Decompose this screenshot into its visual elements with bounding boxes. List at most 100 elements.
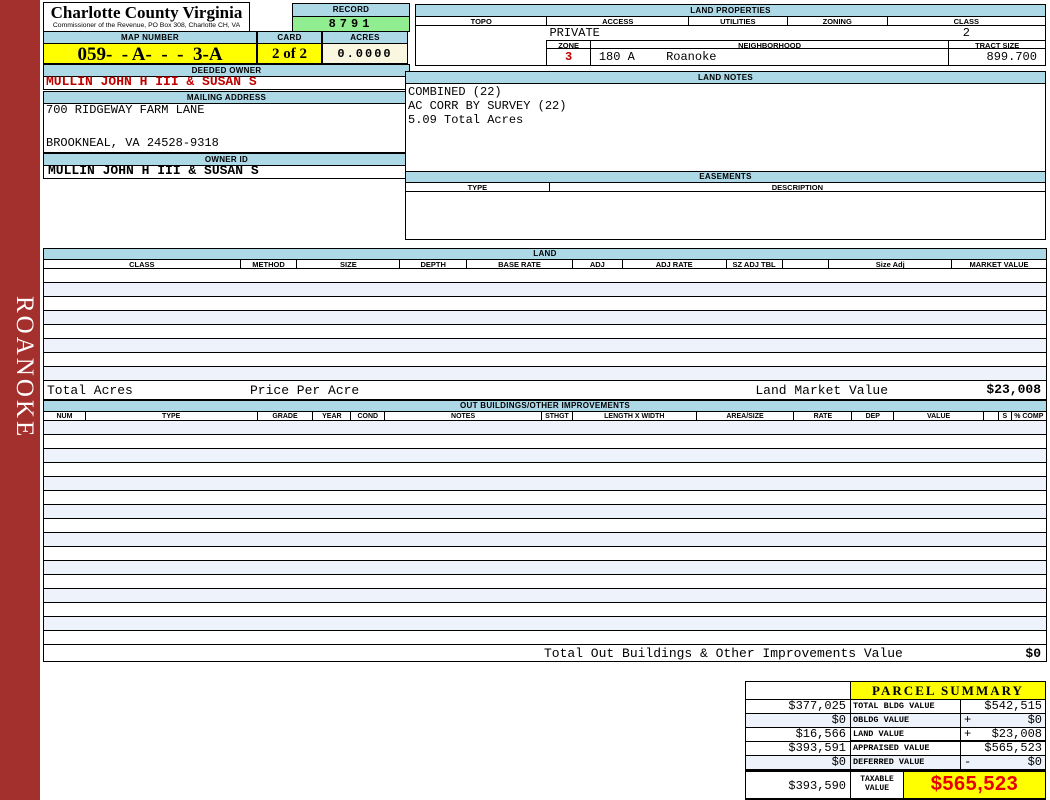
map-number-label: MAP NUMBER (43, 31, 257, 44)
ob-col-s: S (998, 412, 1012, 421)
land-table-title: LAND (44, 249, 1046, 260)
land-properties-spacer (416, 40, 548, 49)
land-properties-section: LAND PROPERTIES TOPO ACCESS UTILITIES ZO… (415, 4, 1046, 66)
ob-col-area-size: AREA/SIZE (696, 412, 795, 421)
out-buildings-row (44, 575, 1046, 589)
land-notes-section: LAND NOTES COMBINED (22) AC CORR BY SURV… (405, 71, 1046, 172)
out-buildings-row (44, 589, 1046, 603)
record-value-field[interactable]: 8791 (293, 17, 409, 31)
summary-label: APPRAISED VALUE (851, 742, 961, 756)
col-utilities: UTILITIES (688, 17, 788, 26)
out-buildings-row (44, 561, 1046, 575)
land-note-line: 5.09 Total Acres (408, 113, 524, 127)
summary-prior-value: $377,025 (746, 700, 851, 714)
land-col-blank (782, 260, 830, 269)
out-buildings-row (44, 547, 1046, 561)
summary-prior-value: $0 (746, 756, 851, 770)
ob-col-value: VALUE (894, 412, 984, 421)
land-col-sz-adj-tbl: SZ ADJ TBL (726, 260, 783, 269)
ob-col-cond: COND (351, 412, 386, 421)
summary-operator: + (964, 713, 972, 727)
county-title-box: Charlotte County Virginia Commissioner o… (43, 2, 250, 32)
card-field[interactable]: 2 of 2 (257, 44, 322, 64)
ob-col-num: NUM (44, 412, 86, 421)
land-col-class: CLASS (44, 260, 241, 269)
land-table: LAND CLASS METHOD SIZE DEPTH BASE RATE ADJ ADJ… (43, 248, 1047, 400)
ob-col-blank (983, 412, 999, 421)
land-market-value-label: Land Market Value (755, 383, 888, 398)
ob-col-length-x-width: LENGTH X WIDTH (572, 412, 697, 421)
record-label: RECORD (293, 4, 409, 17)
land-table-row (44, 297, 1046, 311)
neighborhood-value: 180 A Roanoke (591, 49, 950, 65)
county-title: Charlotte County Virginia (50, 3, 243, 22)
out-buildings-row (44, 617, 1046, 631)
summary-prior-value: $16,566 (746, 728, 851, 742)
tract-size-value: 899.700 (986, 50, 1037, 64)
ob-col--comp: % COMP (1011, 412, 1046, 421)
summary-current-value: $0- (961, 756, 1045, 770)
summary-operator: + (964, 727, 972, 741)
price-per-acre-label: Price Per Acre (250, 383, 360, 398)
total-acres-label: Total Acres (47, 383, 133, 398)
taxable-value: $565,523 (904, 772, 1045, 798)
out-buildings-row (44, 477, 1046, 491)
land-col-adj: ADJ (572, 260, 623, 269)
summary-current-value: $0 + (961, 714, 1045, 728)
col-zone: ZONE (547, 40, 591, 49)
land-table-row (44, 367, 1046, 381)
col-tract-size: TRACT SIZE (949, 40, 1045, 49)
land-properties-title: LAND PROPERTIES (416, 5, 1045, 17)
out-buildings-row (44, 449, 1046, 463)
acres-field: 0.0000 (322, 44, 408, 64)
land-notes-body: COMBINED (22) AC CORR BY SURVEY (22) 5.0… (406, 84, 1045, 171)
ob-col-sthgt: STHGT (541, 412, 573, 421)
ob-col-rate: RATE (794, 412, 853, 421)
easements-body (406, 192, 1045, 239)
class-value: 2 (962, 26, 970, 40)
land-table-row (44, 283, 1046, 297)
ob-col-type: TYPE (85, 412, 258, 421)
map-number-field[interactable]: 059- - A- - - 3-A (43, 44, 257, 64)
land-col-depth: DEPTH (400, 260, 468, 269)
taxable-prior-value: $393,590 (746, 772, 851, 798)
easements-section: EASEMENTS TYPE DESCRIPTION (405, 171, 1046, 240)
out-buildings-row (44, 505, 1046, 519)
spacer-cell (416, 49, 548, 65)
summary-label: LAND VALUE (851, 728, 961, 742)
parcel-summary-row: $16,566 LAND VALUE $23,008 + (746, 728, 1045, 742)
access-value: PRIVATE (549, 26, 600, 40)
land-table-row (44, 311, 1046, 325)
deeded-owner-label: DEEDED OWNER (43, 64, 410, 77)
land-col-market-value: MARKET VALUE (952, 260, 1046, 269)
out-buildings-row (44, 421, 1046, 435)
land-note-line: COMBINED (22) (408, 85, 502, 99)
parcel-summary-row: $393,591 APPRAISED VALUE $565,523 (746, 742, 1045, 756)
utilities-value (689, 26, 788, 40)
zone-value: 3 (547, 49, 591, 65)
col-easement-description: DESCRIPTION (549, 183, 1045, 192)
land-col-base-rate: BASE RATE (467, 260, 573, 269)
commissioner-subtitle: Commissioner of the Revenue, PO Box 308,… (52, 22, 241, 29)
out-buildings-row (44, 603, 1046, 617)
col-easement-type: TYPE (406, 183, 550, 192)
summary-label: DEFERRED VALUE (851, 756, 961, 770)
ob-col-notes: NOTES (385, 412, 542, 421)
parcel-summary-spacer (746, 682, 851, 700)
col-neighborhood: NEIGHBORHOOD (590, 40, 950, 49)
parcel-summary-row: $0 DEFERRED VALUE $0- (746, 756, 1045, 770)
col-class: CLASS (887, 17, 1045, 26)
card-label: CARD (257, 31, 322, 44)
map-card-acres-block: MAP NUMBER 059- - A- - - 3-A CARD 2 of 2… (43, 31, 408, 64)
land-table-header-row: CLASS METHOD SIZE DEPTH BASE RATE ADJ ADJ RATE… (44, 260, 1046, 269)
out-buildings-row (44, 463, 1046, 477)
parcel-summary-row: $377,025 TOTAL BLDG VALUE $542,515 (746, 700, 1045, 714)
land-notes-title: LAND NOTES (406, 72, 1045, 84)
summary-operator: - (964, 755, 972, 769)
acres-label: ACRES (322, 31, 408, 44)
mailing-address-value: 700 RIDGEWAY FARM LANE BROOKNEAL, VA 245… (43, 102, 408, 153)
land-table-row (44, 339, 1046, 353)
out-buildings-total-row: Total Out Buildings & Other Improvements… (44, 645, 1046, 661)
easements-title: EASEMENTS (406, 172, 1045, 183)
